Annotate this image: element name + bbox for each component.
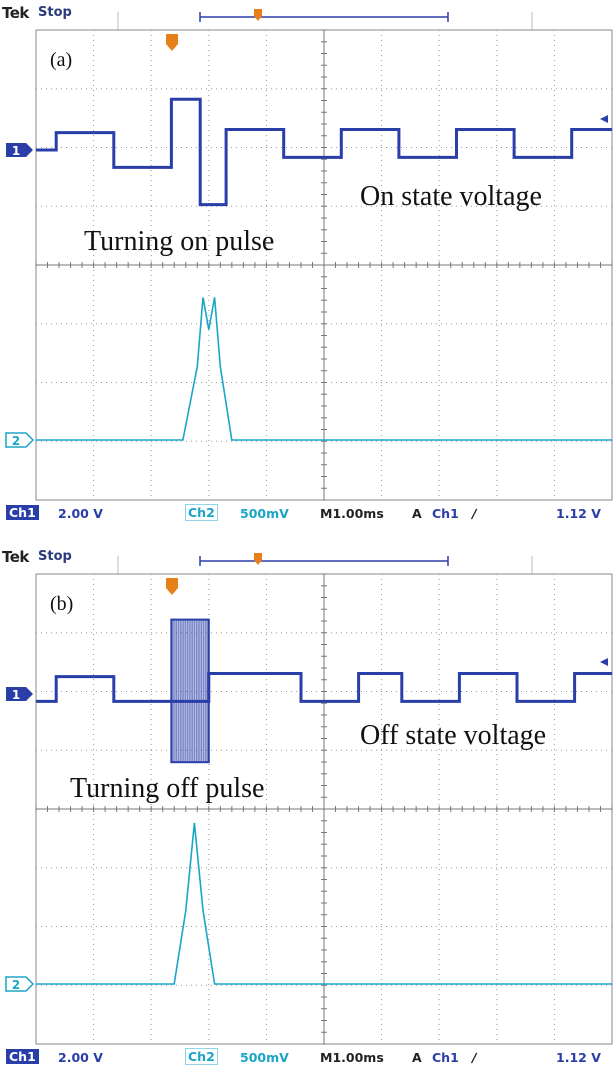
trigger-marker-icon xyxy=(166,578,178,595)
timebase-value: 1.00ms xyxy=(332,506,384,521)
scope-chart-a: 1 2 (a) On state voltage Turning on pulse xyxy=(5,9,613,501)
trigger-mode: A xyxy=(412,506,422,521)
trigger-level-arrow-icon xyxy=(600,658,608,666)
ch1-scale: 2.00 V xyxy=(58,1050,103,1065)
scope-status-bar: Ch1 2.00 V Ch2 500mV M1.00ms A Ch1 ∕ 1.1… xyxy=(0,1048,615,1068)
brand-label: Tek xyxy=(2,548,29,566)
trigger-level: 1.12 V xyxy=(556,506,601,521)
ch2-marker-icon: 2 xyxy=(5,432,35,448)
annotation-state-voltage: Off state voltage xyxy=(360,720,546,751)
trigger-mode: A xyxy=(412,1050,422,1065)
ch1-marker-icon: 1 xyxy=(6,143,33,158)
ch1-marker-label: 1 xyxy=(12,688,20,702)
ch2-trace xyxy=(36,822,612,985)
acquisition-status: Stop xyxy=(38,549,72,564)
trigger-source: Ch1 xyxy=(432,1050,459,1065)
ch1-marker-shape xyxy=(6,687,33,701)
annotation-state-voltage: On state voltage xyxy=(360,181,542,212)
timebase: M1.00ms xyxy=(320,506,384,521)
scope-panel-a: Tek Stop 1 2 (a) On state voltage Turning on… xyxy=(0,0,615,521)
ch2-scale: 500mV xyxy=(240,506,289,521)
ch1-marker-shape xyxy=(6,143,33,157)
timebase: M1.00ms xyxy=(320,1050,384,1065)
ch2-marker-shape xyxy=(5,432,35,448)
ch1-trace xyxy=(36,672,612,703)
ch2-tag: Ch2 xyxy=(185,504,218,521)
timebase-value: 1.00ms xyxy=(332,1050,384,1065)
acquisition-status: Stop xyxy=(38,5,72,20)
scope-panel-b: Tek Stop 1 2 (b) Off state voltage Turning o… xyxy=(0,544,615,1065)
timebase-prefix: M xyxy=(320,506,333,521)
scope-header: Tek Stop xyxy=(0,0,615,30)
ch1-scale: 2.00 V xyxy=(58,506,103,521)
brand-label: Tek xyxy=(2,4,29,22)
trigger-source: Ch1 xyxy=(432,506,459,521)
timebase-prefix: M xyxy=(320,1050,333,1065)
ch1-marker-label: 1 xyxy=(12,144,20,158)
ch2-marker-icon: 2 xyxy=(5,976,35,992)
scope-status-bar: Ch1 2.00 V Ch2 500mV M1.00ms A Ch1 ∕ 1.1… xyxy=(0,504,615,524)
trigger-slope-icon: ∕ xyxy=(472,1050,477,1065)
ch1-marker-icon: 1 xyxy=(6,687,33,702)
annotation-pulse: Turning off pulse xyxy=(70,773,264,804)
trigger-position-marker-icon xyxy=(254,553,262,565)
scope-chart-b: 1 2 (b) Off state voltage Turning off pulse xyxy=(5,553,613,1045)
panel-label: (b) xyxy=(50,593,73,615)
trigger-level-arrow-icon xyxy=(600,115,608,123)
trigger-marker-icon xyxy=(166,34,178,51)
ch2-marker-shape xyxy=(5,976,35,992)
trigger-slope-icon: ∕ xyxy=(472,506,477,521)
trigger-position-marker-icon xyxy=(254,9,262,21)
ch1-tag: Ch1 xyxy=(6,505,39,520)
annotation-pulse: Turning on pulse xyxy=(84,226,274,257)
ch2-tag: Ch2 xyxy=(185,1048,218,1065)
scope-header: Tek Stop xyxy=(0,544,615,574)
ch2-marker-label: 2 xyxy=(12,434,20,448)
trigger-level: 1.12 V xyxy=(556,1050,601,1065)
ch2-scale: 500mV xyxy=(240,1050,289,1065)
ch2-marker-label: 2 xyxy=(12,978,20,992)
ch1-tag: Ch1 xyxy=(6,1049,39,1064)
ch2-trace xyxy=(36,297,612,441)
panel-label: (a) xyxy=(50,49,72,71)
ch1-trace xyxy=(36,97,612,207)
